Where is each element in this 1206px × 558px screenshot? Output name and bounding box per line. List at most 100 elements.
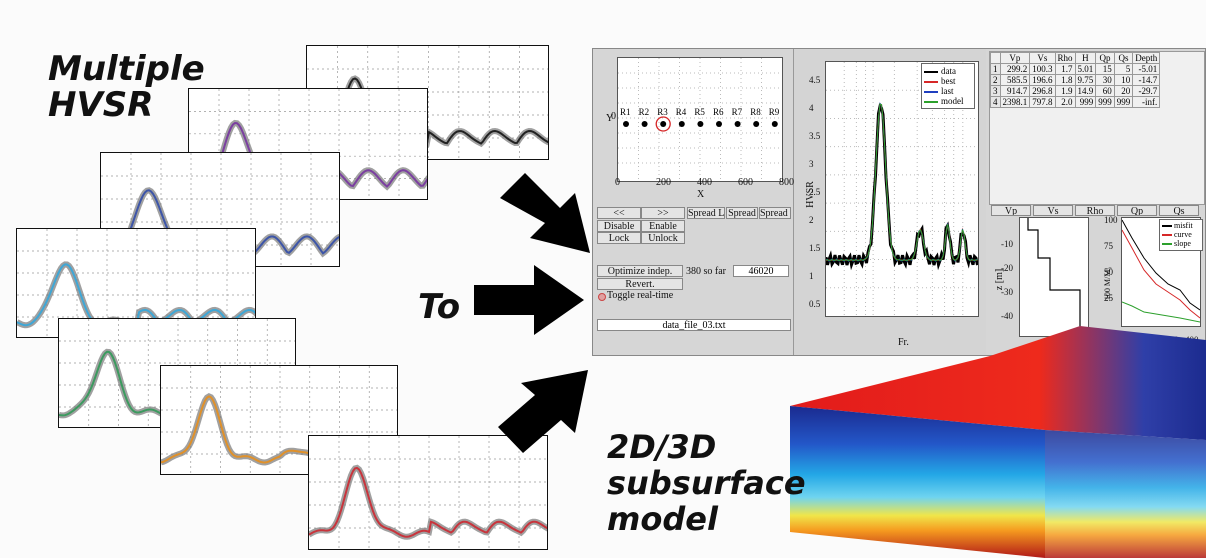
next-receiver-button[interactable]: >> [641,207,685,219]
subsurface-3d-model [790,326,1206,558]
hvsr-plot-ytick: 2 [809,215,814,225]
table-cell[interactable]: 100.3 [1029,63,1056,75]
table-cell[interactable]: 999 [1095,96,1115,108]
unlock-button[interactable]: Unlock [641,232,685,244]
hvsr-legend-item: data [924,66,956,76]
disable-button[interactable]: Disable [597,220,641,232]
table-cell[interactable]: -14.7 [1132,74,1161,86]
profile-tab-qs[interactable]: Qs [1159,205,1199,216]
table-cell[interactable]: 299.2 [999,63,1031,75]
hvsr-series-best [826,103,978,261]
profile-plot-ytick: -30 [1001,287,1013,297]
table-cell[interactable]: 15 [1095,63,1115,75]
hvsr-plot-ytick: 3.5 [809,131,821,141]
headline-line2: HVSR [48,84,154,125]
table-cell[interactable]: 914.7 [999,85,1031,97]
receiver-label: R2 [639,107,650,117]
spread-left-button[interactable]: Spread L [687,207,725,219]
profile-tab-vs[interactable]: Vs [1033,205,1073,216]
receiver-layout-plot: R1 R2 R3 R4 R5 R6 R7 R8 R9 [617,57,783,182]
table-cell[interactable]: -5.01 [1132,63,1161,75]
profile-tab-rho[interactable]: Rho [1075,205,1115,216]
hvsr-plot-ytick: 0.5 [809,299,821,309]
optimize-independent-button[interactable]: Optimize indep. [597,265,683,277]
hvsr-plot-ytick: 2.5 [809,187,821,197]
enable-button[interactable]: Enable [641,220,685,232]
model-label: 2D/3D subsurface model [607,429,806,537]
receiver-label: R5 [694,107,705,117]
table-cell[interactable]: 1.8 [1054,74,1076,86]
table-cell[interactable]: -29.7 [1132,85,1161,97]
model-label-line2: subsurface [607,463,806,502]
hvsr-legend-item: best [924,76,956,86]
table-cell[interactable]: 797.8 [1029,96,1056,108]
table-header-cell: Vs [1029,52,1056,64]
receiver-point[interactable] [660,121,667,127]
parameter-table-panel: Vp Vs Rho H Qp Qs Depth 1 299.2 100.3 1.7 5.01 15 5-… [989,51,1205,205]
arrow-icon-top [500,173,590,253]
receiver-point[interactable] [678,121,685,127]
receiver-plot-xtick: 400 [697,177,712,188]
table-cell[interactable]: 5 [1113,63,1134,75]
receiver-label: R1 [620,107,631,117]
table-cell[interactable]: 999 [1113,96,1134,108]
table-header-cell: Depth [1132,52,1161,64]
hvsr-series-data [824,103,979,271]
table-row: 1 299.2 100.3 1.7 5.01 15 5 -5.01 [990,63,1161,75]
receiver-point[interactable] [771,121,778,127]
so-far-text: 380 so far [686,266,726,277]
spread-button[interactable]: Spread [726,207,758,219]
table-cell: 4 [990,96,1001,108]
arrow-icon-middle [474,265,584,335]
prev-receiver-button[interactable]: << [597,207,641,219]
receiver-plot-ytick: 0 [611,111,616,122]
table-cell[interactable]: 5.01 [1074,63,1097,75]
table-cell[interactable]: 196.6 [1029,74,1056,86]
toggle-realtime-label: Toggle real-time [607,290,674,301]
profile-tab-vp[interactable]: Vp [991,205,1031,216]
table-cell[interactable]: 1.9 [1054,85,1076,97]
hvsr-plot-ytick: 3 [809,159,814,169]
receiver-label: R9 [769,107,780,117]
receiver-point[interactable] [753,121,760,127]
headline-multiple-hvsr: Multiple HVSR [48,51,205,125]
table-cell[interactable]: 20 [1113,85,1134,97]
receiver-point[interactable] [716,121,722,127]
receiver-plot-xtick: 0 [615,177,620,188]
misfit-plot-ytick: 75 [1104,241,1113,251]
table-cell[interactable]: 296.8 [1029,85,1056,97]
receiver-point[interactable] [641,121,648,127]
table-cell[interactable]: -inf. [1132,96,1161,108]
table-cell[interactable]: 30 [1095,74,1115,86]
receiver-label: R7 [732,107,743,117]
spread-right-button[interactable]: Spread R [759,207,791,219]
table-cell[interactable]: 2398.1 [999,96,1031,108]
table-cell[interactable]: 1.7 [1054,63,1076,75]
table-header-cell: Qs [1113,52,1134,64]
table-cell[interactable]: 60 [1095,85,1115,97]
revert-button[interactable]: Revert. [597,278,683,290]
misfit-legend-item: curve [1162,230,1192,239]
velocity-profile-canvas [1027,218,1081,336]
profile-plot-ytick: -40 [1001,311,1013,321]
table-cell[interactable]: 2.0 [1054,96,1076,108]
receiver-point[interactable] [623,121,629,127]
table-cell[interactable]: 10 [1113,74,1134,86]
receiver-point[interactable] [697,121,704,127]
table-cell: 2 [990,74,1001,86]
receiver-point[interactable] [734,121,741,127]
receiver-label: R6 [713,107,724,117]
hvsr-legend-item: model [924,96,964,106]
toggle-realtime-radio[interactable] [598,293,606,301]
table-cell[interactable]: 14.9 [1074,85,1097,97]
hvsr-card [308,435,548,550]
table-cell[interactable]: 9.75 [1074,74,1097,86]
table-cell[interactable]: 585.5 [999,74,1031,86]
receiver-label: R3 [657,107,668,117]
table-cell[interactable]: 999 [1074,96,1097,108]
profile-tab-qp[interactable]: Qp [1117,205,1157,216]
profile-plot-ytick: -10 [1001,239,1013,249]
hvsr-plot-ytick: 4.5 [809,75,821,85]
lock-button[interactable]: Lock [597,232,641,244]
hvsr-plot-canvas [824,62,979,316]
